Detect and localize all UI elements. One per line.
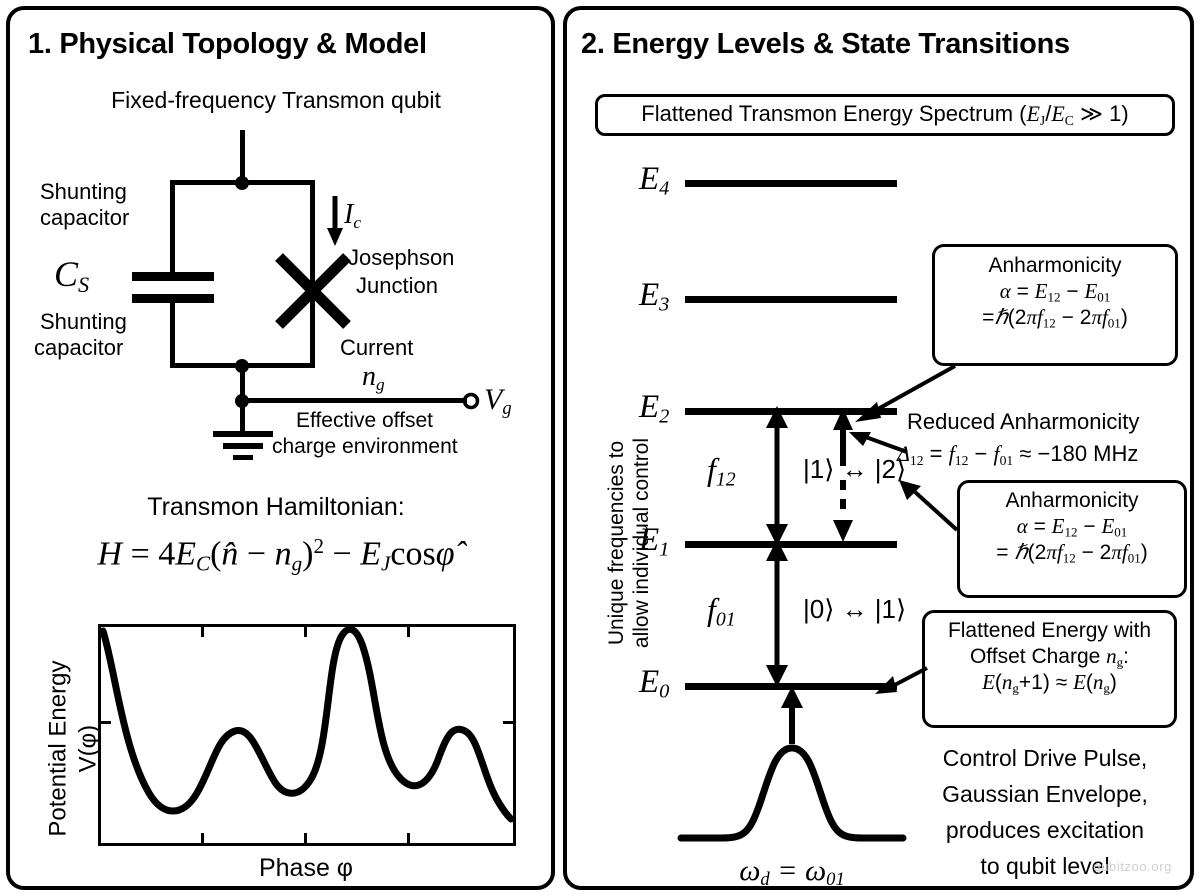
decay-arrow-icon: [833, 480, 853, 542]
callout-anharmonicity-bottom-line3: = ℏ(2πf12 − 2πf01): [996, 539, 1148, 566]
plot-tick-left-1: [101, 721, 111, 724]
label-ic-symbol: Ic: [344, 199, 362, 232]
plot-xlabel: Phase φ: [258, 854, 354, 882]
drive-excitation-arrow-icon: [781, 686, 803, 744]
side-label-line1: Unique frequencies to: [604, 440, 628, 646]
label-cs-symbol: CS: [54, 254, 90, 298]
transition-braket-12: |1⟩ ↔ |2⟩: [803, 454, 907, 484]
circuit-left-wire-upper: [170, 180, 175, 275]
plot-ylabel-line1: Potential Energy: [44, 660, 72, 837]
plot-tick-top-2: [304, 627, 307, 637]
energy-level-label-3: E3: [639, 277, 670, 316]
plot-tick-top-3: [407, 627, 410, 637]
drive-frequency-label: ωd = ω01: [739, 854, 845, 891]
callout-anharmonicity-top: Anharmonicity α = E12 − E01 =ℏ(2πf12 − 2…: [932, 244, 1178, 366]
transition-frequency-f12: f12: [707, 451, 736, 491]
label-shunting-bottom: Shunting: [40, 309, 127, 334]
callout-flattened-energy: Flattened Energy with Offset Charge ng: …: [922, 610, 1177, 728]
reduced-anharmonicity-arrow-icon: [833, 408, 853, 466]
potential-curve: [99, 625, 515, 823]
plot-tick-bottom-3: [407, 833, 410, 843]
transition-frequency-f01: f01: [707, 591, 736, 631]
callout-anharmonicity-top-line2: α = E12 − E01: [999, 278, 1111, 305]
reduced-anharmonicity-pointer-icon: [849, 432, 908, 454]
capacitor-plate-top: [132, 272, 214, 281]
gaussian-pulse-curve: [677, 744, 907, 842]
label-shunting-top: Shunting: [40, 179, 127, 204]
energy-level-line-1: [685, 541, 897, 548]
label-current: Current: [340, 335, 414, 360]
vg-terminal-icon: [462, 392, 480, 410]
callout-flattened-energy-line3: E(ng+1) ≈ E(ng): [982, 669, 1117, 696]
circuit-caption: Fixed-frequency Transmon qubit: [111, 87, 441, 113]
callout-flattened-energy-pointer-icon: [875, 666, 928, 694]
energy-level-line-0: [685, 683, 897, 690]
plot-tick-bottom-1: [201, 833, 204, 843]
circuit-left-wire-lower: [170, 300, 175, 368]
label-capacitor-bottom: capacitor: [34, 335, 124, 360]
energy-level-line-3: [685, 296, 897, 303]
label-ng-symbol: ng: [362, 361, 385, 394]
label-effective-offset: Effective offset: [296, 409, 433, 432]
circuit-right-wire: [310, 180, 315, 368]
circuit-top-lead: [240, 130, 245, 182]
callout-anharmonicity-top-pointer-icon: [855, 364, 956, 422]
energy-level-line-4: [685, 180, 897, 187]
callout-anharmonicity-bottom-line1: Anharmonicity: [1005, 489, 1139, 512]
spectrum-banner-text: Flattened Transmon Energy Spectrum (EJ/E…: [641, 101, 1129, 128]
ground-bar-3: [233, 455, 253, 460]
energy-level-label-4: E4: [639, 161, 670, 200]
label-charge-environment: charge environment: [272, 435, 458, 458]
callout-anharmonicity-top-line3: =ℏ(2πf12 − 2πf01): [982, 304, 1128, 331]
ground-bar-2: [223, 443, 263, 449]
energy-level-label-2: E2: [639, 389, 670, 428]
page-title-panel-2: 2. Energy Levels & State Transitions: [581, 28, 1070, 60]
panel-energy-levels: 2. Energy Levels & State Transitions Fla…: [563, 6, 1194, 890]
transition-arrow-f12-icon: [766, 406, 788, 546]
pulse-description-line1: Control Drive Pulse,: [942, 745, 1148, 771]
gate-wire: [242, 398, 467, 403]
energy-level-label-0: E0: [639, 664, 670, 703]
transition-arrow-f01-icon: [766, 539, 788, 687]
page-title-panel-1: 1. Physical Topology & Model: [28, 28, 427, 60]
transition-braket-01: |0⟩ ↔ |1⟩: [803, 594, 907, 624]
hamiltonian-caption: Transmon Hamiltonian:: [147, 493, 405, 521]
energy-level-label-1: E1: [639, 522, 670, 561]
callout-anharmonicity-top-line1: Anharmonicity: [988, 254, 1122, 277]
callout-anharmonicity-bottom-line2: α = E12 − E01: [1016, 513, 1128, 540]
pulse-description-line4: to qubit level: [980, 853, 1110, 879]
plot-tick-right-1: [503, 721, 513, 724]
josephson-junction-icon: [275, 253, 351, 329]
watermark: qubitzoo.org: [1093, 859, 1172, 874]
ground-bar-1: [213, 431, 273, 437]
callout-anharmonicity-bottom-pointer-icon: [899, 480, 959, 532]
label-vg-symbol: Vg: [484, 383, 512, 420]
circuit-node-top: [235, 176, 249, 190]
pulse-description-line3: produces excitation: [945, 817, 1145, 843]
spectrum-banner: Flattened Transmon Energy Spectrum (EJ/E…: [595, 94, 1175, 136]
callout-flattened-energy-line2: Offset Charge ng:: [969, 643, 1130, 670]
callout-flattened-energy-line1: Flattened Energy with: [947, 619, 1152, 642]
panel-physical-topology: 1. Physical Topology & Model Fixed-frequ…: [6, 6, 555, 890]
label-junction: Junction: [356, 273, 438, 298]
callout-anharmonicity-bottom: Anharmonicity α = E12 − E01 = ℏ(2πf12 − …: [957, 480, 1187, 598]
reduced-anharmonicity-formula: Δ12 = f12 − f01 ≈ −180 MHz: [897, 441, 1139, 468]
critical-current-arrow-icon: [327, 196, 343, 246]
plot-tick-top-1: [201, 627, 204, 637]
label-josephson: Josephson: [348, 245, 455, 270]
pulse-description-line2: Gaussian Envelope,: [942, 781, 1148, 807]
capacitor-plate-bottom: [132, 294, 214, 303]
plot-tick-bottom-2: [304, 833, 307, 843]
reduced-anharmonicity-title: Reduced Anharmonicity: [907, 409, 1140, 434]
hamiltonian-equation: H = 4EC(n̂ − ng)2 − EJcosφ̂: [97, 534, 455, 576]
plot-ylabel-line2: V(φ): [74, 724, 102, 773]
label-capacitor-top: capacitor: [40, 205, 130, 230]
energy-level-line-2: [685, 408, 897, 415]
potential-energy-plot: [98, 624, 516, 846]
